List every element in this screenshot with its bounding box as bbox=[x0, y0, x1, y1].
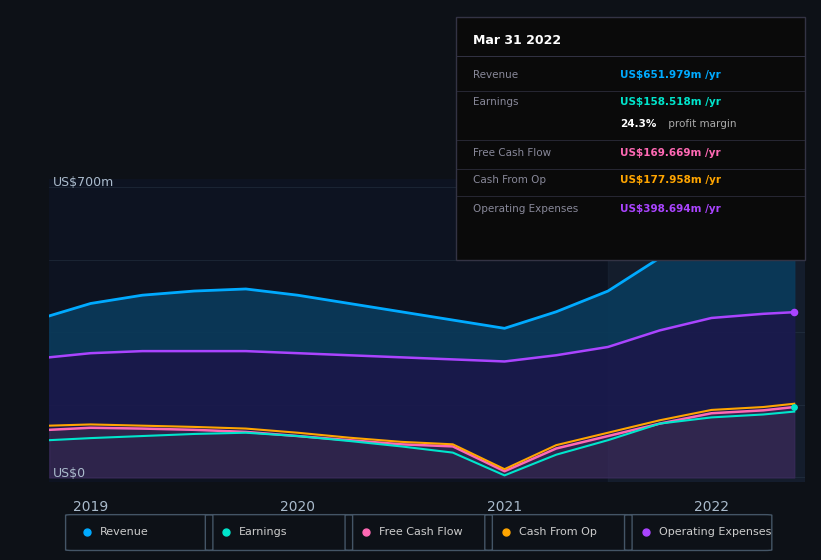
Text: 2019: 2019 bbox=[73, 500, 108, 514]
Text: US$398.694m /yr: US$398.694m /yr bbox=[620, 204, 720, 214]
Point bbox=[787, 307, 800, 316]
Text: Cash From Op: Cash From Op bbox=[519, 527, 597, 537]
Text: 24.3%: 24.3% bbox=[620, 119, 656, 129]
Text: US$158.518m /yr: US$158.518m /yr bbox=[620, 97, 721, 107]
Text: US$169.669m /yr: US$169.669m /yr bbox=[620, 148, 720, 158]
Point bbox=[787, 403, 800, 412]
Text: Mar 31 2022: Mar 31 2022 bbox=[473, 34, 562, 47]
Text: US$0: US$0 bbox=[53, 466, 86, 480]
Text: US$700m: US$700m bbox=[53, 175, 115, 189]
Text: Earnings: Earnings bbox=[240, 527, 288, 537]
Text: Cash From Op: Cash From Op bbox=[473, 175, 546, 185]
Text: Revenue: Revenue bbox=[99, 527, 149, 537]
FancyBboxPatch shape bbox=[456, 17, 805, 260]
Text: Operating Expenses: Operating Expenses bbox=[473, 204, 578, 214]
Text: 2020: 2020 bbox=[280, 500, 315, 514]
Text: Earnings: Earnings bbox=[473, 97, 519, 107]
Text: Free Cash Flow: Free Cash Flow bbox=[379, 527, 463, 537]
Bar bbox=[608, 179, 805, 482]
Text: 2022: 2022 bbox=[694, 500, 729, 514]
Text: Free Cash Flow: Free Cash Flow bbox=[473, 148, 551, 158]
Text: US$177.958m /yr: US$177.958m /yr bbox=[620, 175, 721, 185]
Point bbox=[787, 203, 800, 212]
Text: profit margin: profit margin bbox=[665, 119, 736, 129]
Text: Revenue: Revenue bbox=[473, 71, 518, 81]
Text: Operating Expenses: Operating Expenses bbox=[658, 527, 771, 537]
Text: 2021: 2021 bbox=[487, 500, 522, 514]
Text: US$651.979m /yr: US$651.979m /yr bbox=[620, 71, 720, 81]
